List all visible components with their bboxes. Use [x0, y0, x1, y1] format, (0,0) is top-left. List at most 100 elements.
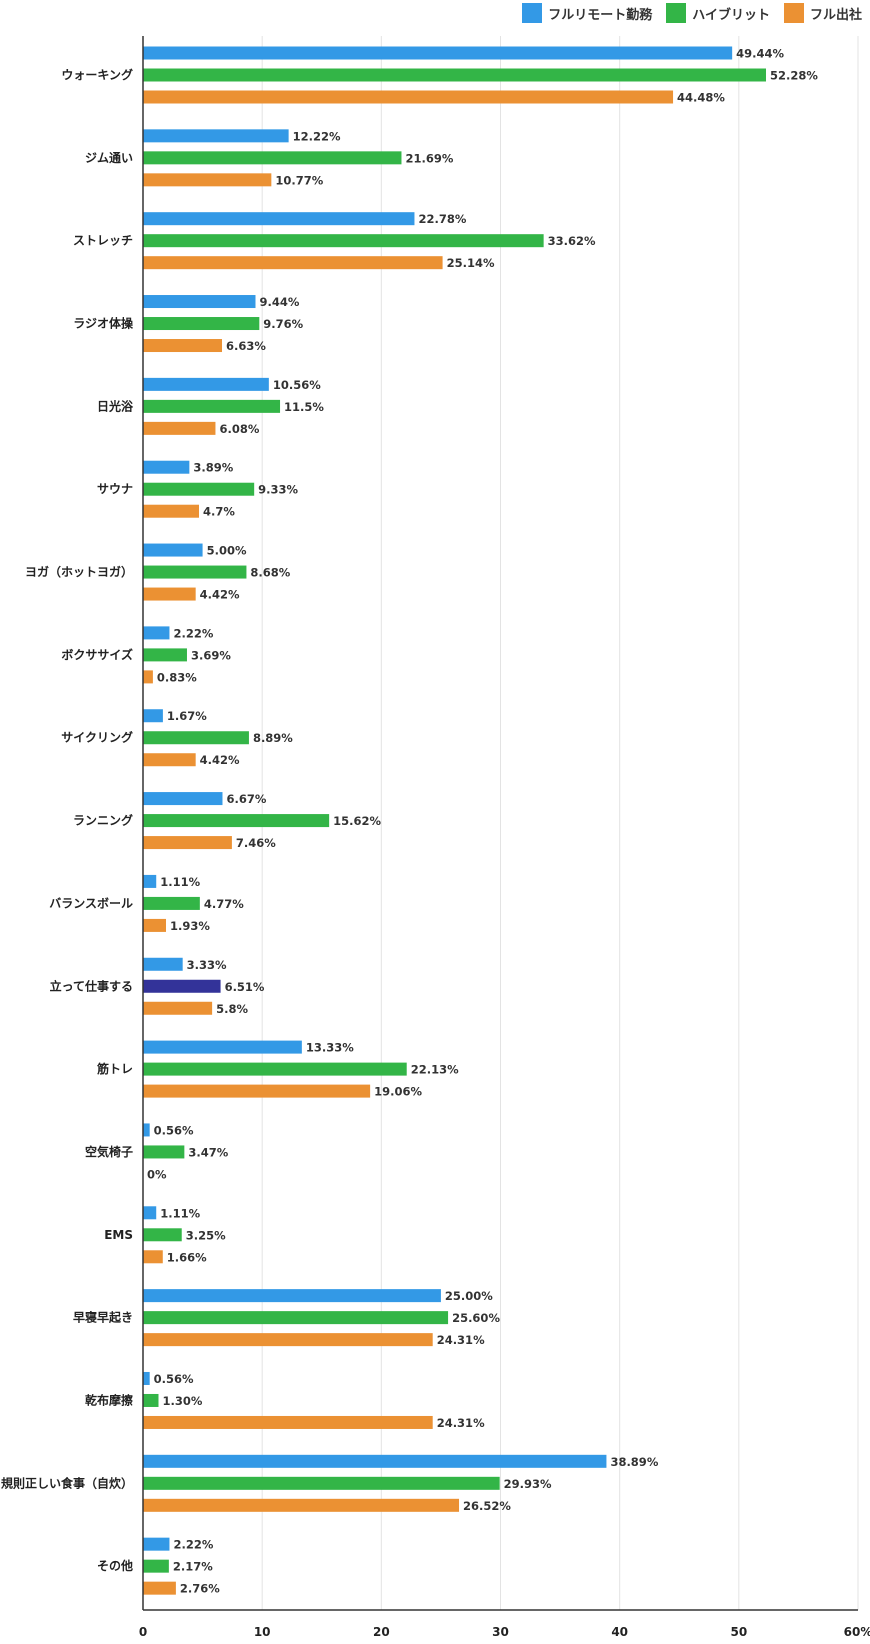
bar-hybrid	[143, 731, 249, 745]
value-label: 24.31%	[437, 1416, 485, 1430]
category-label: バランスボール	[49, 895, 133, 910]
value-label: 4.77%	[204, 897, 244, 911]
bar-full-remote	[143, 709, 163, 723]
value-label: 2.76%	[180, 1582, 220, 1596]
bar-full-remote	[143, 295, 256, 309]
value-label: 25.60%	[452, 1311, 500, 1325]
chart-labels: ウォーキング 49.44% 52.28% 44.48% ジム通い 12.22% 21.69%…	[1, 47, 818, 1596]
bar-hybrid	[143, 68, 767, 82]
bar-hybrid	[143, 979, 221, 993]
x-tick-label: 50	[730, 1625, 747, 1639]
category-label: ランニング	[73, 813, 133, 828]
value-label: 29.93%	[504, 1477, 552, 1491]
category-label: 筋トレ	[96, 1061, 133, 1076]
bar-full-office	[143, 339, 223, 353]
bar-hybrid	[143, 1393, 159, 1407]
category-label: 立って仕事する	[50, 978, 133, 993]
chart-grid	[261, 36, 859, 1610]
bar-full-remote	[143, 626, 170, 640]
value-label: 33.62%	[548, 234, 596, 248]
bar-full-remote	[143, 46, 733, 60]
value-label: 10.77%	[275, 173, 323, 187]
category-label: ジム通い	[85, 150, 133, 165]
bar-hybrid	[143, 648, 187, 662]
legend-item-full-remote[interactable]: フルリモート勤務	[522, 3, 652, 23]
bar-full-remote	[143, 1206, 157, 1220]
value-label: 1.30%	[162, 1394, 202, 1408]
bar-full-office	[143, 1415, 433, 1429]
bar-full-office	[143, 1581, 176, 1595]
bar-full-office	[143, 587, 196, 601]
value-label: 4.42%	[200, 588, 240, 602]
value-label: 5.8%	[216, 1002, 248, 1016]
value-label: 3.69%	[191, 648, 231, 662]
bar-full-remote	[143, 460, 190, 474]
value-label: 1.11%	[160, 1206, 200, 1220]
bar-full-remote	[143, 1454, 607, 1468]
value-label: 49.44%	[736, 47, 784, 61]
bar-full-remote	[143, 1123, 150, 1137]
value-label: 25.00%	[445, 1289, 493, 1303]
value-label: 4.42%	[200, 753, 240, 767]
bar-full-office	[143, 1001, 213, 1015]
value-label: 38.89%	[610, 1455, 658, 1469]
value-label: 25.14%	[447, 256, 495, 270]
bar-full-remote	[143, 792, 223, 806]
x-tick-label: 10	[254, 1625, 271, 1639]
value-label: 44.48%	[677, 91, 725, 105]
bar-full-remote	[143, 1537, 170, 1551]
bar-hybrid	[143, 317, 260, 331]
x-tick-label: 20	[373, 1625, 390, 1639]
value-label: 9.33%	[258, 483, 298, 497]
value-label: 9.44%	[259, 295, 299, 309]
bar-full-office	[143, 256, 443, 270]
legend-label-full-office: フル出社	[809, 7, 862, 23]
bar-full-office	[143, 1333, 433, 1347]
value-label: 24.31%	[437, 1333, 485, 1347]
value-label: 8.68%	[250, 566, 290, 580]
bar-full-office	[143, 753, 196, 767]
value-label: 1.11%	[160, 875, 200, 889]
value-label: 1.93%	[170, 919, 210, 933]
value-label: 4.7%	[203, 505, 235, 519]
value-label: 52.28%	[770, 69, 818, 83]
value-label: 8.89%	[253, 731, 293, 745]
value-label: 3.25%	[186, 1228, 226, 1242]
chart-axes: 0 10 20 30 40 50 60%	[139, 36, 870, 1639]
bar-hybrid	[143, 1476, 500, 1490]
bar-full-office	[143, 1250, 163, 1264]
category-label: その他	[97, 1558, 133, 1573]
value-label: 22.78%	[418, 212, 466, 226]
value-label: 7.46%	[236, 836, 276, 850]
value-label: 6.63%	[226, 339, 266, 353]
bar-full-remote	[143, 1289, 441, 1303]
bar-hybrid	[143, 565, 247, 579]
bar-hybrid	[143, 814, 330, 828]
bar-hybrid	[143, 1228, 182, 1242]
bar-hybrid	[143, 482, 255, 496]
bar-full-office	[143, 504, 200, 518]
bar-hybrid	[143, 1062, 407, 1076]
x-tick-label: 40	[611, 1625, 628, 1639]
value-label: 22.13%	[411, 1063, 459, 1077]
bar-hybrid	[143, 1559, 169, 1573]
category-label: 空気椅子	[85, 1144, 133, 1159]
value-label: 3.89%	[193, 461, 233, 475]
chart-bars	[143, 46, 767, 1595]
legend-item-hybrid[interactable]: ハイブリット	[666, 3, 770, 23]
legend-item-full-office[interactable]: フル出社	[783, 3, 862, 23]
category-label: ボクササイズ	[61, 647, 133, 662]
bar-full-remote	[143, 874, 157, 888]
value-label: 6.08%	[219, 422, 259, 436]
bar-full-office	[143, 1084, 371, 1098]
x-tick-label: 60%	[844, 1625, 870, 1639]
bar-full-office	[143, 836, 232, 850]
bar-full-remote	[143, 129, 289, 143]
value-label: 3.47%	[188, 1145, 228, 1159]
category-label: 規則正しい食事（自炊）	[1, 1475, 133, 1490]
category-label: ヨガ（ホットヨガ）	[25, 564, 133, 579]
value-label: 6.51%	[225, 980, 265, 994]
category-label: EMS	[104, 1228, 133, 1242]
value-label: 2.22%	[173, 1538, 213, 1552]
category-label: ウォーキング	[61, 67, 133, 82]
